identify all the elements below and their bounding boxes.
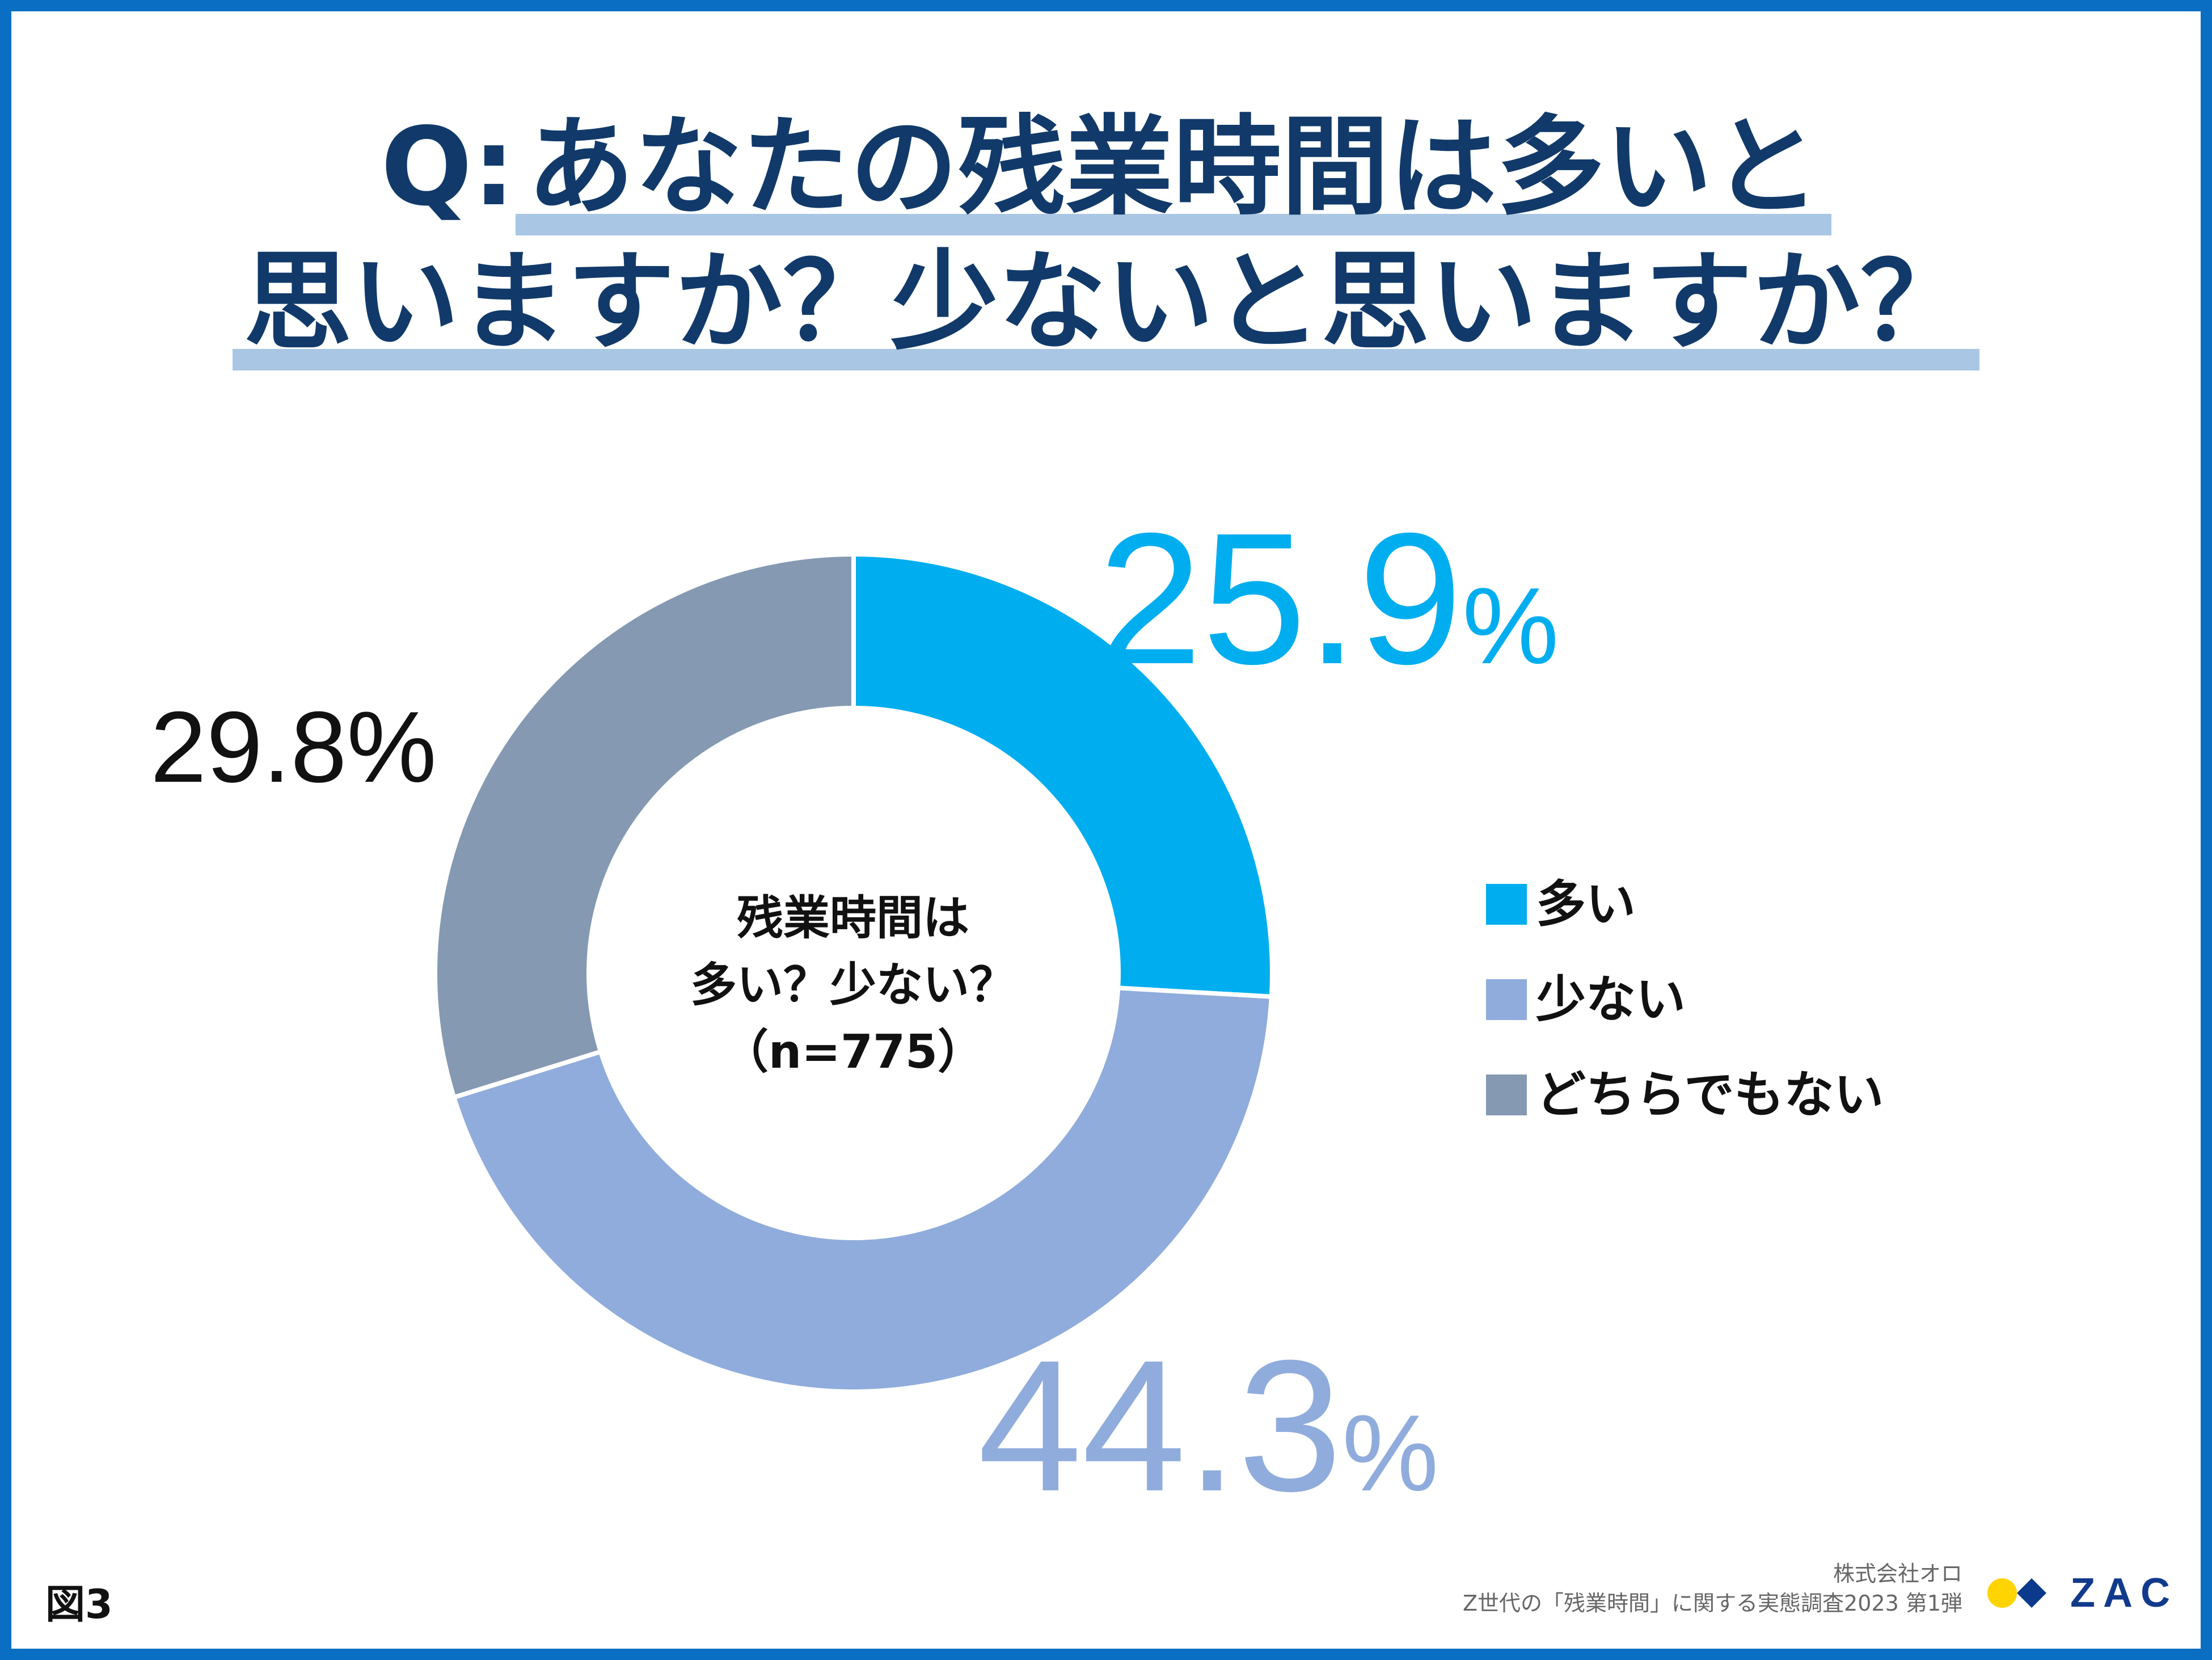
value-label-few: 44.3%	[978, 1332, 1438, 1519]
source-survey: Z世代の「残業時間」に関する実態調査2023 第1弾	[1463, 1591, 1962, 1616]
legend-label-few: 少ない	[1536, 970, 1686, 1029]
logo-yellow-dot-icon	[1987, 1578, 2017, 1608]
center-label-line-2: 多い？少ない？	[690, 958, 1016, 1012]
source-credit: 株式会社オロ Z世代の「残業時間」に関する実態調査2023 第1弾	[1463, 1559, 1962, 1618]
value-label-few-number: 44.3	[978, 1321, 1343, 1530]
figure-label: 図3	[45, 1581, 113, 1628]
legend-item-neither: どちらでもない	[1486, 1047, 1884, 1143]
legend-item-many: 多い	[1486, 857, 1884, 952]
title-line-1: Q: あなたの残業時間は多いと	[0, 104, 2212, 235]
legend-swatch-neither	[1486, 1075, 1527, 1115]
legend-swatch-many	[1486, 884, 1527, 925]
value-label-neither: 29.8%	[150, 690, 437, 803]
zac-logo	[1987, 1578, 2046, 1608]
value-label-many-unit: %	[1462, 565, 1559, 686]
title-line-2: 思いますか？少ないと思いますか？	[0, 239, 2212, 370]
legend-label-many: 多い	[1536, 875, 1636, 933]
slice-few	[451, 985, 1274, 1394]
title-text-1: あなたの残業時間は多いと	[515, 104, 1831, 235]
logo-blue-diamond-icon	[2017, 1578, 2046, 1608]
logo-text: ZAC	[2070, 1570, 2178, 1616]
source-company: 株式会社オロ	[1833, 1561, 1962, 1586]
center-label-line-3: （n=775）	[721, 1025, 985, 1079]
legend-item-few: 少ない	[1486, 952, 1884, 1047]
donut-center-label: 残業時間は 多い？少ない？ （n=775）	[626, 885, 1080, 1086]
title-prefix: Q:	[381, 104, 516, 230]
legend-swatch-few	[1486, 979, 1527, 1020]
title-text-2: 思いますか？少ないと思いますか？	[232, 239, 1979, 370]
value-label-few-unit: %	[1342, 1392, 1439, 1514]
value-label-many-number: 25.9	[1098, 494, 1463, 703]
legend-label-neither: どちらでもない	[1536, 1065, 1884, 1124]
legend: 多い 少ない どちらでもない	[1486, 857, 1884, 1143]
slice-neither	[432, 551, 856, 1101]
slice-many	[851, 551, 1274, 999]
value-label-many: 25.9%	[1098, 505, 1559, 692]
center-label-line-1: 残業時間は	[736, 891, 969, 945]
